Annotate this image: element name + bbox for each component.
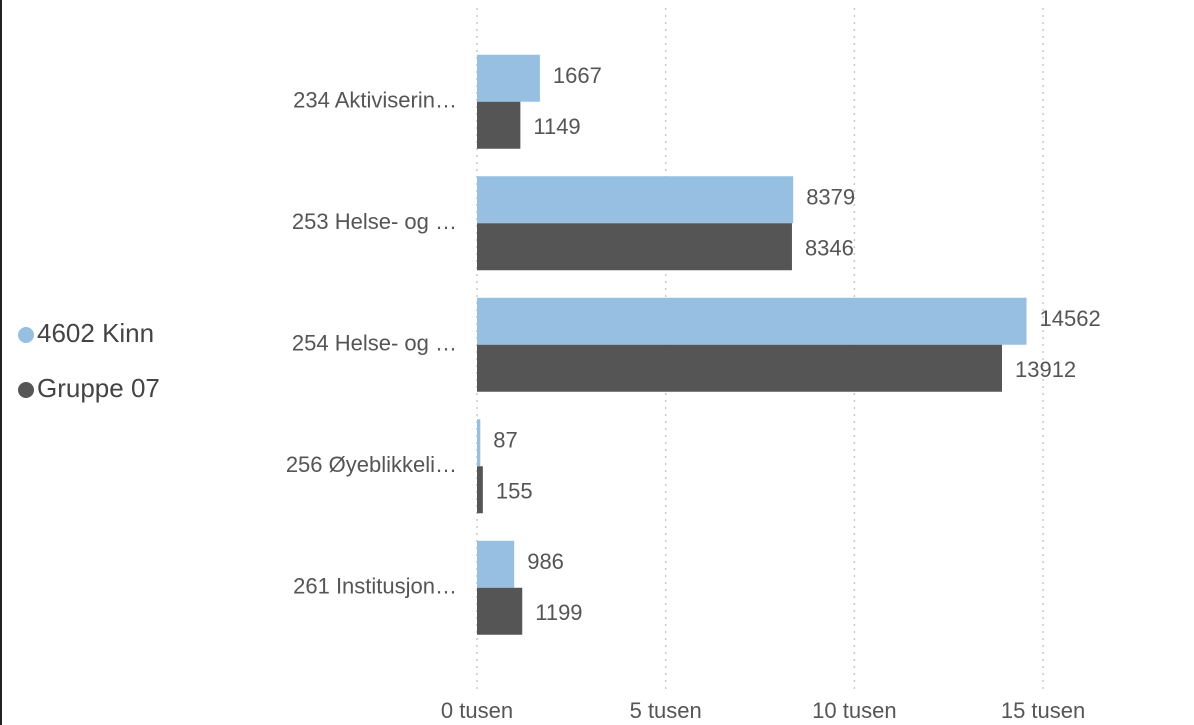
- bar: [477, 540, 515, 588]
- legend-marker: [18, 382, 34, 398]
- value-label: 8346: [805, 236, 854, 261]
- bar: [477, 176, 794, 224]
- bar: [477, 297, 1027, 345]
- value-label: 155: [496, 479, 533, 504]
- bar: [477, 587, 523, 635]
- value-label: 14562: [1040, 306, 1101, 331]
- y-tick-label: 253 Helse- og …: [292, 209, 457, 234]
- y-tick-label: 256 Øyeblikkeli…: [286, 452, 457, 477]
- y-tick-label: 254 Helse- og …: [292, 331, 457, 356]
- value-label: 1149: [533, 114, 580, 139]
- value-label: 87: [493, 428, 517, 453]
- y-tick-label: 234 Aktiviserin…: [293, 88, 457, 113]
- legend-label: Gruppe 07: [37, 373, 160, 403]
- y-tick-label: 261 Institusjon…: [293, 574, 457, 599]
- x-tick-label: 15 tusen: [1001, 698, 1085, 723]
- bar: [477, 101, 521, 149]
- value-label: 986: [527, 549, 564, 574]
- value-label: 1199: [535, 600, 582, 625]
- value-label: 1667: [553, 63, 602, 88]
- bar: [477, 223, 792, 271]
- bar: [477, 54, 540, 102]
- x-tick-label: 10 tusen: [812, 698, 896, 723]
- bar: [477, 466, 483, 514]
- x-tick-label: 0 tusen: [441, 698, 513, 723]
- legend-marker: [18, 327, 34, 343]
- legend-label: 4602 Kinn: [37, 318, 154, 348]
- bar: [477, 419, 481, 467]
- value-label: 13912: [1015, 357, 1076, 382]
- x-tick-label: 5 tusen: [630, 698, 702, 723]
- value-label: 8379: [806, 185, 855, 210]
- bar: [477, 344, 1002, 392]
